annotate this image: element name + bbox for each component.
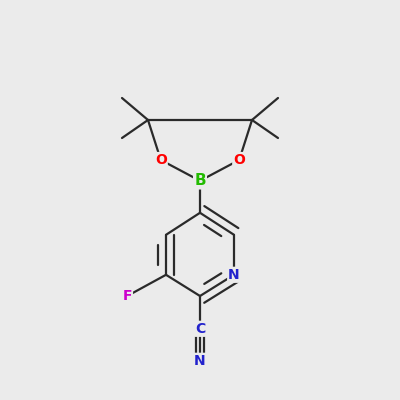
Text: B: B	[194, 173, 206, 188]
Text: N: N	[194, 354, 206, 368]
Text: O: O	[233, 153, 245, 167]
Text: O: O	[155, 153, 167, 167]
Text: C: C	[195, 322, 205, 336]
Text: F: F	[122, 289, 132, 303]
Text: N: N	[228, 268, 240, 282]
